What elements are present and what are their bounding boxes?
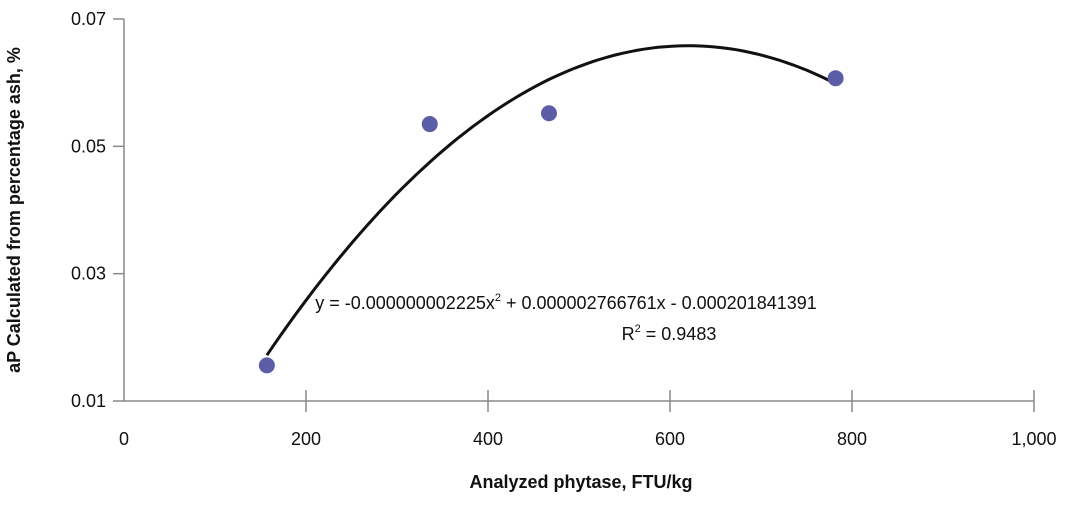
x-tick-label: 0 (119, 429, 129, 449)
y-ticks: 0.07 0.05 0.03 0.01 (71, 9, 124, 411)
equation-rest: + 0.000002766761x - 0.000201841391 (501, 293, 817, 313)
data-point (540, 105, 557, 122)
trendline-equation: y = -0.000000002225x2 + 0.000002766761x … (315, 292, 817, 313)
x-tick-label: 1,000 (1011, 429, 1056, 449)
data-point (827, 70, 844, 87)
data-points (258, 70, 844, 374)
trendline (265, 44, 837, 357)
equation-exponent: 2 (495, 292, 501, 304)
y-tick-label: 0.05 (71, 136, 106, 156)
y-tick-label: 0.03 (71, 264, 106, 284)
data-point (421, 116, 438, 133)
y-axis-title: aP Calculated from percentage ash, % (4, 47, 24, 373)
r2-label: R (622, 324, 635, 344)
equation-main: y = -0.000000002225x (315, 293, 495, 313)
axes: 0.07 0.05 0.03 0.01 0 200 400 600 800 1,000 (71, 9, 1057, 449)
y-tick-label: 0.01 (71, 391, 106, 411)
data-point (258, 357, 275, 374)
x-tick-label: 200 (291, 429, 321, 449)
r2-exponent: 2 (635, 323, 641, 335)
x-ticks: 0 200 400 600 800 1,000 (119, 390, 1057, 449)
x-axis-title: Analyzed phytase, FTU/kg (469, 472, 692, 492)
x-tick-label: 600 (655, 429, 685, 449)
y-tick-label: 0.07 (71, 9, 106, 29)
r2-value: = 0.9483 (641, 324, 717, 344)
r-squared-label: R2 = 0.9483 (622, 323, 717, 344)
x-tick-label: 800 (837, 429, 867, 449)
x-tick-label: 400 (473, 429, 503, 449)
